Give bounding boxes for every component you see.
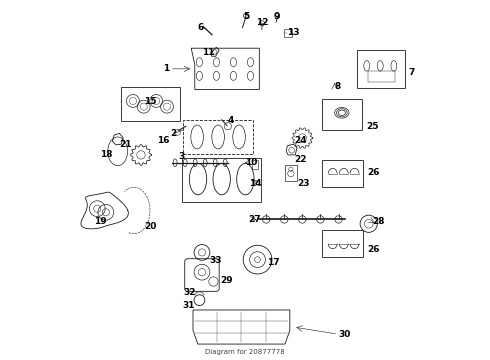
Bar: [182, 158, 261, 202]
Bar: [122, 87, 180, 121]
Text: Diagram for 20877778: Diagram for 20877778: [205, 349, 285, 355]
Bar: [284, 30, 292, 37]
Text: 3: 3: [179, 152, 185, 161]
Bar: [322, 160, 364, 187]
Bar: [183, 120, 253, 154]
Bar: [252, 160, 258, 169]
Bar: [322, 230, 364, 257]
Text: 23: 23: [297, 179, 310, 188]
Text: 26: 26: [367, 246, 379, 255]
Text: 14: 14: [248, 179, 261, 188]
Text: 9: 9: [273, 12, 279, 21]
Text: 26: 26: [367, 168, 379, 177]
Text: 16: 16: [157, 136, 170, 145]
Text: 6: 6: [197, 23, 204, 32]
Text: 28: 28: [372, 217, 385, 226]
Text: 10: 10: [245, 158, 257, 167]
Text: 21: 21: [119, 140, 131, 149]
Text: 30: 30: [338, 330, 351, 339]
Bar: [322, 99, 362, 130]
Text: 33: 33: [209, 256, 221, 265]
Text: 22: 22: [294, 155, 307, 164]
Text: 11: 11: [202, 48, 215, 57]
Text: 8: 8: [335, 82, 341, 91]
Text: 27: 27: [248, 215, 261, 224]
Text: 18: 18: [100, 150, 112, 159]
Text: 4: 4: [227, 116, 233, 125]
Text: 5: 5: [244, 12, 250, 21]
Bar: [368, 71, 395, 82]
Text: 29: 29: [220, 276, 233, 285]
Text: 20: 20: [144, 222, 156, 231]
Text: 12: 12: [256, 18, 268, 27]
Bar: [357, 50, 406, 87]
Text: 25: 25: [366, 122, 379, 131]
Text: 1: 1: [164, 64, 170, 73]
Text: 15: 15: [145, 96, 157, 105]
Text: 13: 13: [287, 28, 300, 37]
Text: 2: 2: [171, 129, 177, 138]
Text: 32: 32: [183, 288, 196, 297]
Text: 19: 19: [94, 217, 106, 226]
Text: 24: 24: [294, 136, 307, 145]
Text: 7: 7: [408, 68, 415, 77]
Bar: [285, 165, 296, 181]
Text: 31: 31: [182, 301, 195, 310]
Text: 17: 17: [267, 258, 280, 267]
